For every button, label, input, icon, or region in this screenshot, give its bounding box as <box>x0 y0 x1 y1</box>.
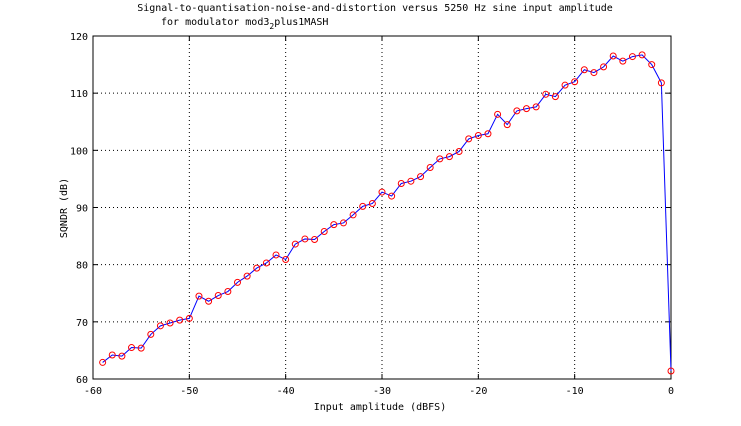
data-point <box>128 344 136 352</box>
data-point <box>99 358 107 366</box>
data-point <box>339 219 347 227</box>
data-point <box>388 192 396 200</box>
data-point <box>311 236 319 244</box>
data-point <box>118 352 126 360</box>
x-tick-label: -60 <box>84 386 102 397</box>
y-axis-label: SQNDR (dB) <box>59 178 70 238</box>
data-point <box>600 63 608 71</box>
data-point <box>176 316 184 324</box>
data-point <box>580 66 588 74</box>
data-point <box>205 297 213 305</box>
data-point <box>253 264 261 272</box>
y-tick-label: 100 <box>70 146 88 157</box>
data-point <box>282 256 290 264</box>
data-point <box>590 69 598 77</box>
data-point <box>436 155 444 163</box>
data-point <box>571 78 579 86</box>
x-tick-labels: -60 -50 -40 -30 -20 -10 0 <box>84 386 674 397</box>
y-tick-label: 70 <box>76 318 88 329</box>
data-point <box>156 322 164 330</box>
data-point <box>234 278 241 286</box>
chart-title-subscript: 2 <box>269 22 274 31</box>
data-point <box>301 235 309 243</box>
data-point <box>667 367 675 375</box>
data-point <box>494 110 502 118</box>
data-point <box>484 130 492 138</box>
data-point <box>523 105 530 113</box>
x-axis-label: Input amplitude (dBFS) <box>314 402 446 413</box>
data-point <box>291 240 299 248</box>
data-point <box>619 57 627 65</box>
chart-title-suffix: plus1MASH <box>274 17 328 28</box>
data-point <box>320 228 328 236</box>
data-point <box>359 202 367 210</box>
data-point <box>551 93 559 101</box>
data-point <box>532 103 540 111</box>
grid-lines <box>93 36 671 379</box>
data-point <box>474 131 482 139</box>
data-point <box>272 251 280 259</box>
data-point <box>108 351 116 359</box>
data-point <box>638 51 646 59</box>
data-point <box>513 107 521 115</box>
data-point <box>397 179 405 187</box>
data-point <box>378 188 386 196</box>
y-tick-label: 90 <box>76 204 88 215</box>
data-point <box>147 330 155 338</box>
data-point <box>609 52 617 60</box>
data-point <box>426 163 434 171</box>
data-point <box>561 81 569 89</box>
x-tick-label: -30 <box>373 386 391 397</box>
y-tick-label: 120 <box>70 32 88 43</box>
chart-title-line2: for modulator mod32plus1MASH <box>161 17 328 31</box>
data-point <box>542 90 550 98</box>
data-point <box>214 292 222 300</box>
data-point <box>195 292 203 300</box>
series-line <box>102 54 672 372</box>
chart-title-prefix: for modulator mod3 <box>161 17 269 28</box>
x-tick-label: -50 <box>180 386 198 397</box>
data-point <box>243 272 251 280</box>
data-point <box>445 153 453 161</box>
data-point <box>407 177 415 185</box>
data-point <box>349 211 357 219</box>
data-point <box>455 147 463 155</box>
axes-frame <box>92 35 672 380</box>
chart-title-line1: Signal-to-quantisation-noise-and-distort… <box>137 3 613 14</box>
data-point <box>330 221 338 229</box>
x-tick-label: -20 <box>469 386 487 397</box>
data-point <box>465 135 473 143</box>
data-point <box>224 288 232 296</box>
data-point <box>368 199 376 207</box>
data-point <box>262 259 270 267</box>
data-point <box>503 121 511 129</box>
series-sqndr <box>99 51 675 375</box>
data-point <box>137 344 145 352</box>
data-point <box>657 79 665 87</box>
data-point <box>648 61 656 69</box>
x-tick-label: -40 <box>277 386 295 397</box>
y-tick-label: 110 <box>70 89 88 100</box>
data-point <box>628 53 636 61</box>
data-point <box>417 173 425 181</box>
y-tick-labels: 60 70 80 90 100 110 120 <box>70 32 88 386</box>
y-tick-label: 60 <box>76 375 88 386</box>
x-tick-label: -10 <box>566 386 584 397</box>
y-tick-label: 80 <box>76 261 88 272</box>
data-point <box>185 314 193 322</box>
x-tick-label: 0 <box>668 386 674 397</box>
data-point <box>166 319 174 327</box>
